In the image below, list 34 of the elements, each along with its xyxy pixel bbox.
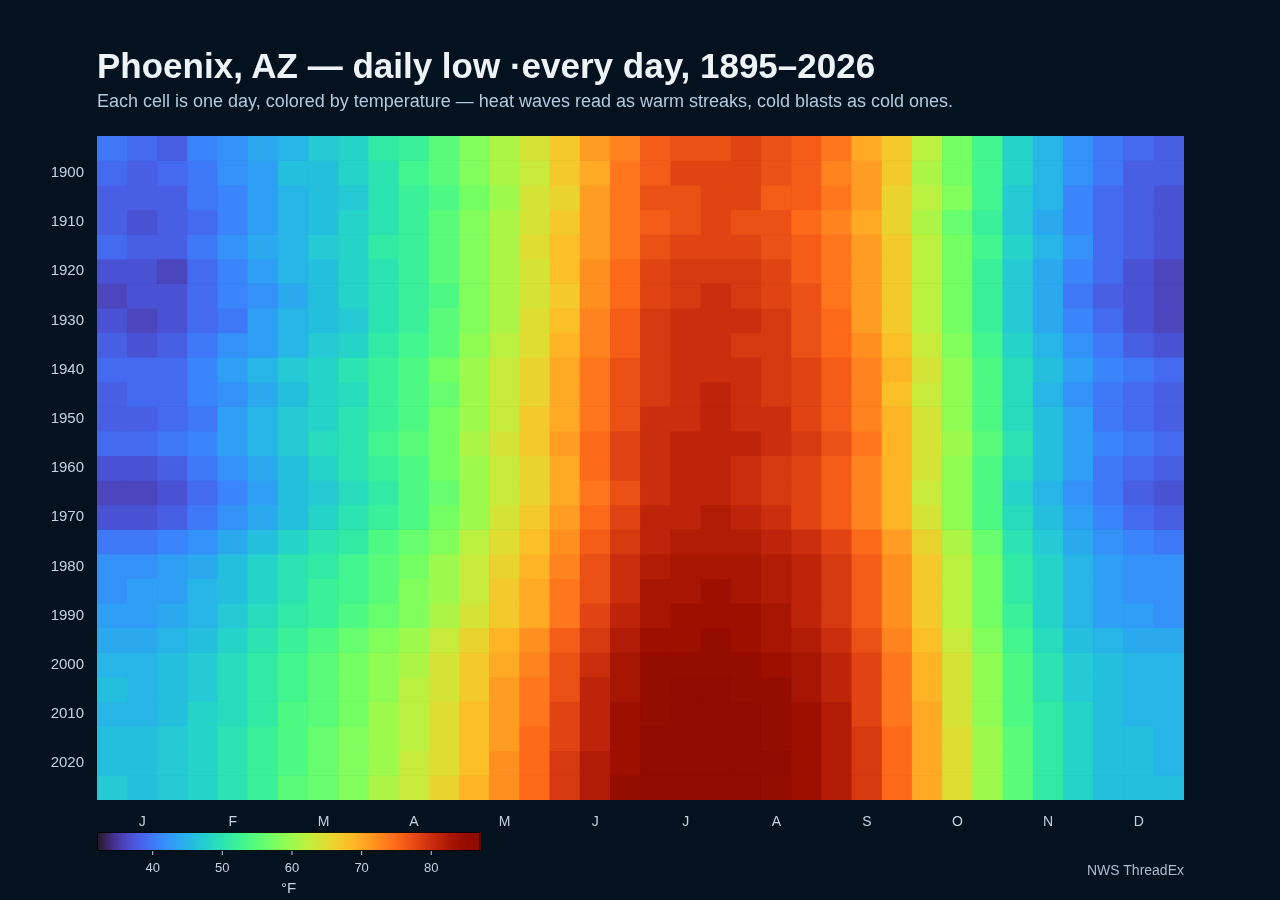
x-tick-label: J — [591, 813, 599, 830]
color-bar-title: °F — [280, 879, 297, 897]
x-tick-label: N — [1043, 813, 1054, 830]
color-bar-label: 60 — [284, 859, 300, 875]
x-tick-label: D — [1133, 813, 1144, 830]
x-tick-label: M — [498, 813, 511, 830]
y-tick-label: 1910 — [50, 212, 84, 230]
color-bar-label: 40 — [145, 859, 160, 875]
color-bar-label: 50 — [215, 859, 230, 875]
x-tick-label: S — [862, 813, 872, 830]
y-tick-label: 1980 — [50, 556, 84, 574]
y-tick-label: 1960 — [50, 458, 84, 476]
chart-subtitle: Each cell is one day, colored by temperature — heat waves read as warm streaks, cold blasts as cold ones. — [97, 91, 954, 111]
x-tick-label: J — [138, 813, 146, 830]
y-tick-label: 2010 — [50, 704, 84, 722]
y-tick-label: 1900 — [50, 163, 84, 181]
y-tick-label: 2000 — [50, 654, 84, 672]
y-tick-label: 1930 — [50, 310, 84, 328]
color-bar-label: 70 — [354, 859, 369, 875]
chart-title: Phoenix, AZ — daily low ·every day, 1895–2026 — [97, 46, 876, 85]
y-tick-label: 2020 — [50, 753, 84, 771]
y-tick-label: 1940 — [50, 359, 84, 377]
x-tick-label: J — [682, 813, 690, 830]
y-tick-label: 1950 — [50, 408, 84, 426]
y-tick-label: 1920 — [50, 261, 84, 279]
y-tick-label: 1990 — [50, 605, 84, 623]
y-tick-label: 1970 — [50, 507, 84, 525]
color-bar-label: 80 — [424, 859, 439, 875]
text: NWS ThreadEx — [1087, 861, 1184, 878]
x-tick-label: A — [409, 813, 420, 830]
x-tick-label: A — [771, 813, 782, 830]
x-tick-label: F — [228, 813, 238, 830]
x-tick-label: O — [952, 813, 964, 830]
x-tick-label: M — [317, 813, 330, 830]
